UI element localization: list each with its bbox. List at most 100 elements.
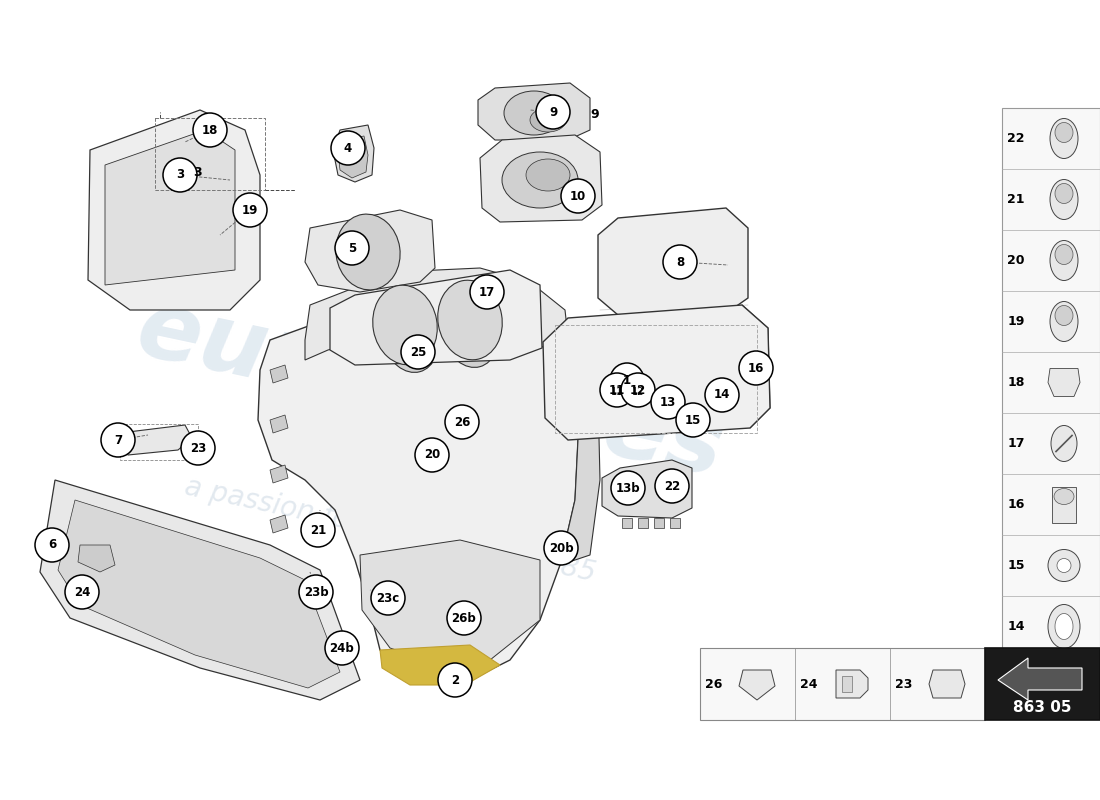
Polygon shape <box>480 135 602 222</box>
Text: 13b: 13b <box>616 482 640 494</box>
Circle shape <box>192 113 227 147</box>
Circle shape <box>438 663 472 697</box>
Text: 22: 22 <box>1008 132 1025 145</box>
Polygon shape <box>1048 369 1080 397</box>
Polygon shape <box>560 330 600 565</box>
Ellipse shape <box>1050 302 1078 342</box>
Text: 21: 21 <box>310 523 326 537</box>
Polygon shape <box>270 415 288 433</box>
Bar <box>621 518 632 528</box>
Text: 16: 16 <box>1008 498 1025 511</box>
Polygon shape <box>305 268 570 360</box>
Circle shape <box>182 431 214 465</box>
Ellipse shape <box>1054 489 1074 505</box>
Ellipse shape <box>1055 183 1072 203</box>
Circle shape <box>415 438 449 472</box>
Text: 1: 1 <box>623 374 631 386</box>
Text: 3: 3 <box>192 166 201 178</box>
Text: 26: 26 <box>705 678 723 690</box>
Text: 8: 8 <box>675 255 684 269</box>
Polygon shape <box>333 125 374 182</box>
Ellipse shape <box>1050 118 1078 158</box>
Circle shape <box>544 531 578 565</box>
Circle shape <box>336 231 368 265</box>
Polygon shape <box>998 658 1082 700</box>
Text: 11: 11 <box>610 387 623 397</box>
Circle shape <box>610 363 643 397</box>
Polygon shape <box>40 480 360 700</box>
Text: 14: 14 <box>1008 620 1025 633</box>
Text: 24: 24 <box>74 586 90 598</box>
Ellipse shape <box>1050 426 1077 462</box>
Polygon shape <box>598 208 748 315</box>
Text: 20: 20 <box>424 449 440 462</box>
Ellipse shape <box>441 293 498 367</box>
Text: 23c: 23c <box>376 591 399 605</box>
Text: 19: 19 <box>1008 315 1025 328</box>
Ellipse shape <box>336 214 400 290</box>
Polygon shape <box>305 210 434 292</box>
Polygon shape <box>270 365 288 383</box>
Bar <box>1046 685 1082 690</box>
Circle shape <box>301 513 336 547</box>
Text: 14: 14 <box>714 389 730 402</box>
Circle shape <box>447 601 481 635</box>
Polygon shape <box>88 110 260 310</box>
Circle shape <box>446 405 478 439</box>
Text: 18: 18 <box>201 123 218 137</box>
Polygon shape <box>836 670 868 698</box>
Circle shape <box>65 575 99 609</box>
Ellipse shape <box>1048 605 1080 649</box>
Polygon shape <box>330 270 542 365</box>
Circle shape <box>324 631 359 665</box>
Text: 12: 12 <box>630 383 646 397</box>
Text: 17: 17 <box>478 286 495 298</box>
Circle shape <box>621 373 654 407</box>
Circle shape <box>651 385 685 419</box>
Text: 26: 26 <box>454 415 470 429</box>
Text: 17: 17 <box>1008 437 1025 450</box>
Circle shape <box>654 469 689 503</box>
Polygon shape <box>104 130 235 285</box>
Bar <box>155 118 265 190</box>
Text: 26b: 26b <box>452 611 476 625</box>
Bar <box>120 424 198 460</box>
Polygon shape <box>338 136 368 178</box>
Ellipse shape <box>1055 614 1072 639</box>
Circle shape <box>739 351 773 385</box>
Text: 19: 19 <box>242 203 258 217</box>
Circle shape <box>561 179 595 213</box>
Text: 24: 24 <box>801 678 817 690</box>
Text: a passion for parts since 1985: a passion for parts since 1985 <box>182 473 598 587</box>
Text: 2: 2 <box>451 674 459 686</box>
Circle shape <box>705 378 739 412</box>
Circle shape <box>610 471 645 505</box>
Polygon shape <box>379 645 500 685</box>
Text: 15: 15 <box>1008 559 1025 572</box>
Text: 863 05: 863 05 <box>1013 699 1071 714</box>
Ellipse shape <box>1048 550 1080 582</box>
Polygon shape <box>742 305 770 428</box>
Polygon shape <box>258 295 580 685</box>
Ellipse shape <box>1055 306 1072 326</box>
Ellipse shape <box>1050 241 1078 281</box>
Text: 23: 23 <box>895 678 913 690</box>
Ellipse shape <box>382 298 439 373</box>
Polygon shape <box>930 670 965 698</box>
Polygon shape <box>120 425 192 455</box>
Text: 6: 6 <box>48 538 56 551</box>
Circle shape <box>299 575 333 609</box>
Ellipse shape <box>1050 179 1078 219</box>
Text: 20: 20 <box>1008 254 1025 267</box>
Polygon shape <box>58 500 340 688</box>
Circle shape <box>35 528 69 562</box>
Ellipse shape <box>502 152 578 208</box>
Text: 13: 13 <box>660 395 676 409</box>
Ellipse shape <box>504 91 564 135</box>
Ellipse shape <box>530 108 566 132</box>
Polygon shape <box>478 83 590 140</box>
Text: 7: 7 <box>114 434 122 446</box>
Text: 24b: 24b <box>330 642 354 654</box>
Text: 11: 11 <box>609 383 625 397</box>
Text: 9: 9 <box>590 107 598 121</box>
